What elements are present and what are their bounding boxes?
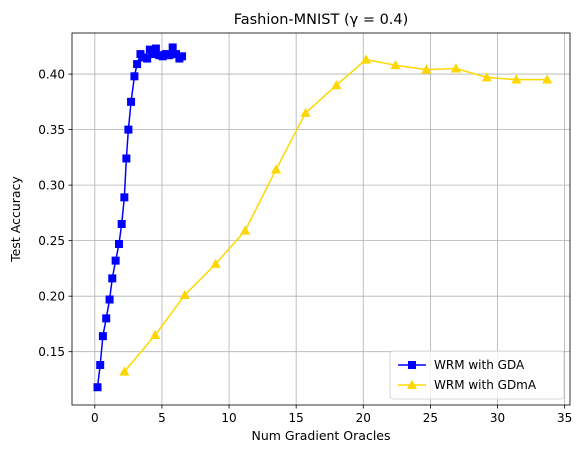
legend-label: WRM with GDmA — [434, 378, 537, 392]
y-tick-label: 0.15 — [38, 345, 65, 359]
data-point — [331, 79, 342, 90]
data-point — [122, 154, 131, 163]
data-point — [178, 52, 187, 61]
x-tick-label: 35 — [557, 411, 572, 425]
data-point — [108, 274, 117, 283]
x-tick-label: 25 — [423, 411, 438, 425]
legend-marker — [406, 379, 418, 389]
data-point — [143, 54, 152, 63]
series-1 — [93, 43, 187, 392]
x-tick-label: 5 — [158, 411, 166, 425]
data-point — [130, 72, 139, 81]
x-tick-label: 15 — [289, 411, 304, 425]
data-point — [511, 74, 522, 84]
data-point — [117, 219, 126, 228]
legend-box — [389, 350, 565, 400]
y-axis-label: Test Accuracy — [8, 176, 23, 263]
x-tick-label: 0 — [91, 411, 99, 425]
data-point — [360, 54, 372, 64]
grid — [72, 33, 570, 405]
data-point — [93, 383, 102, 392]
data-point — [151, 44, 160, 53]
data-point — [450, 63, 461, 73]
data-point — [98, 332, 107, 341]
data-point — [168, 43, 177, 52]
data-point — [124, 125, 133, 134]
data-point — [119, 366, 130, 376]
data-point — [150, 329, 161, 339]
legend-label: WRM with GDA — [434, 358, 525, 372]
data-point — [270, 164, 282, 174]
axis-ticks: 0 5 10 15 20 25 30 35 0.15 0.20 0.25 0.30 0.35 0.40 — [38, 67, 572, 425]
chart-title: Fashion-MNIST (γ = 0.4) — [234, 12, 409, 28]
x-tick-label: 30 — [490, 411, 505, 425]
data-point — [96, 361, 105, 370]
legend: WRM with GDA WRM with GDmA — [389, 350, 565, 400]
data-point — [102, 314, 111, 323]
y-tick-label: 0.20 — [38, 289, 65, 303]
series-layer — [93, 43, 553, 392]
data-point — [390, 59, 401, 70]
data-point — [111, 256, 120, 265]
data-point — [240, 225, 251, 235]
data-point — [421, 64, 432, 74]
data-point — [542, 74, 553, 84]
data-point — [120, 193, 129, 202]
data-point — [133, 60, 142, 69]
data-point — [105, 295, 114, 304]
legend-item: WRM with GDmA — [398, 378, 537, 392]
y-tick-label: 0.35 — [38, 123, 65, 137]
y-tick-label: 0.30 — [38, 178, 65, 192]
legend-marker — [407, 360, 416, 369]
data-point — [210, 258, 221, 268]
x-tick-label: 10 — [221, 411, 236, 425]
y-tick-label: 0.25 — [38, 234, 65, 248]
data-point — [179, 289, 190, 299]
data-point — [127, 97, 136, 106]
series-2 — [119, 54, 553, 376]
x-axis-label: Num Gradient Oracles — [252, 428, 391, 443]
y-tick-label: 0.40 — [38, 67, 65, 81]
data-point — [300, 107, 311, 117]
legend-item: WRM with GDA — [398, 358, 525, 372]
data-point — [114, 239, 123, 248]
x-tick-label: 20 — [356, 411, 371, 425]
data-point — [481, 72, 492, 82]
data-point — [165, 51, 174, 60]
plot-frame — [71, 32, 571, 406]
